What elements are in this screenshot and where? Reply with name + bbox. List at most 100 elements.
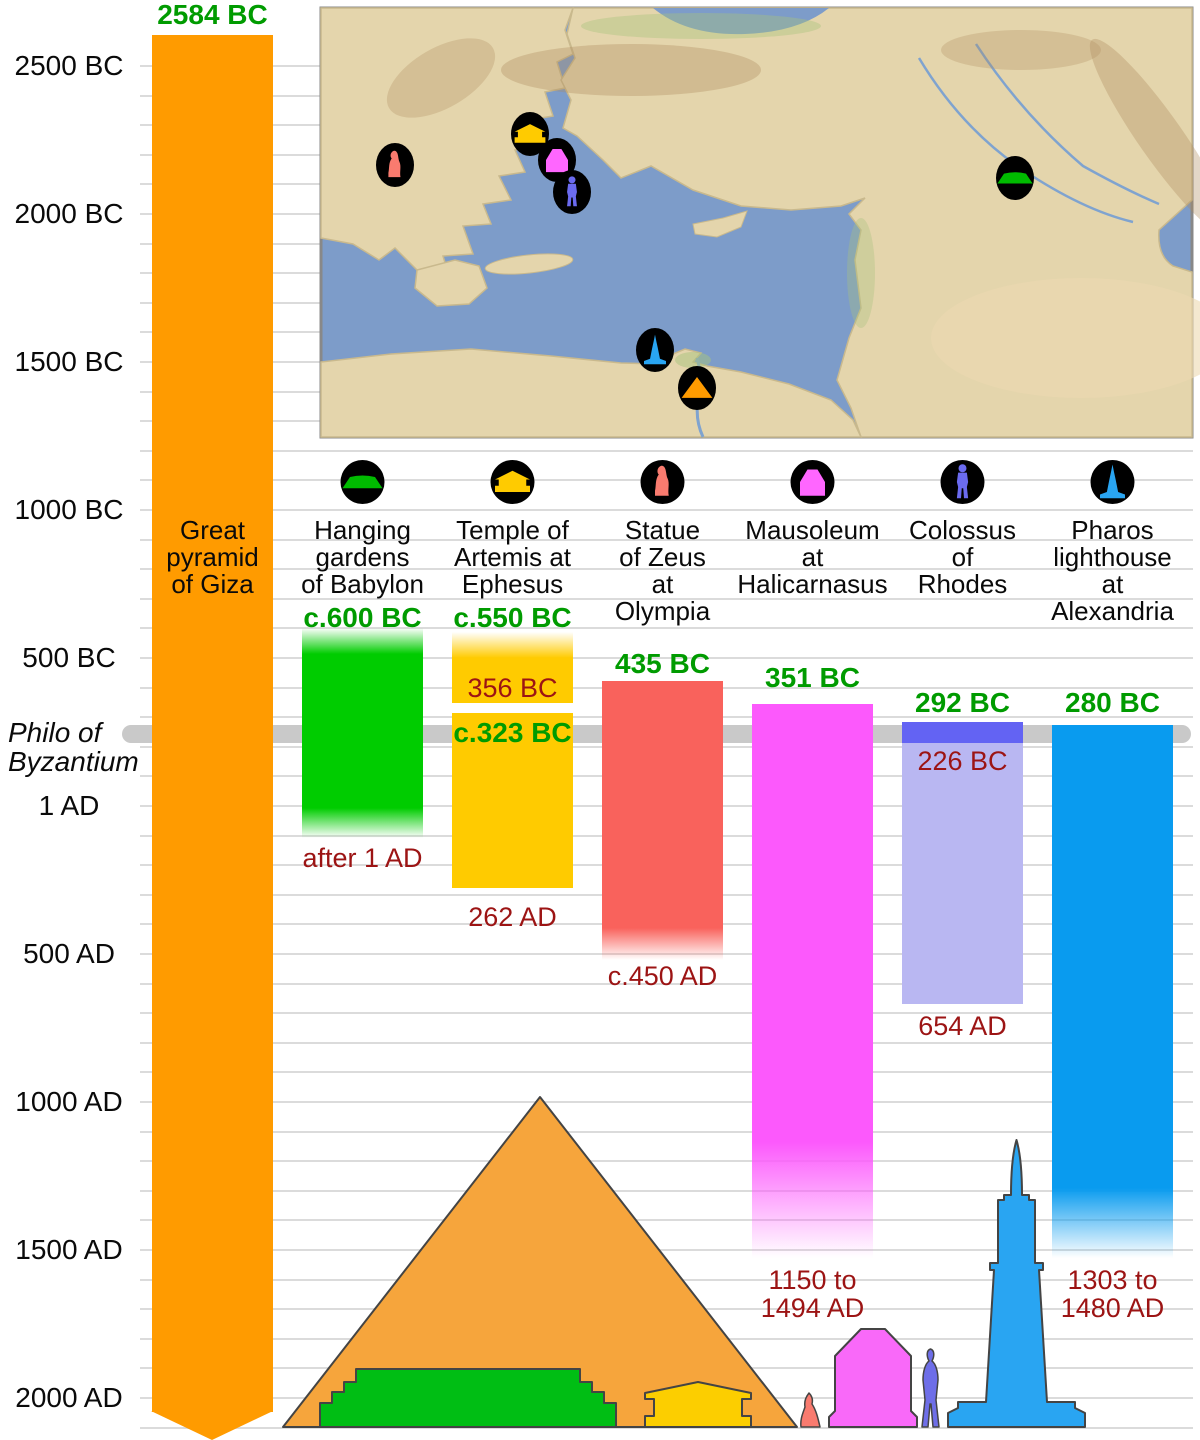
wonder-name-colossus-line0: Colossus	[909, 515, 1016, 545]
map-marker-lighthouse-icon	[636, 328, 674, 372]
gridline-800	[140, 1042, 1193, 1044]
philo-label-line2: Byzantium	[8, 746, 139, 777]
gridline--1000	[140, 509, 1193, 511]
axis-tick-500-BC: 500 BC	[22, 642, 116, 673]
zeus-statue-icon	[640, 460, 685, 504]
gridline--500	[140, 657, 1193, 659]
wonder-name-zeus-line0: Statue	[624, 515, 701, 545]
wonder-name-mausoleum-line2: Halicarnasus	[737, 569, 888, 599]
philo-label-line1: Philo of	[8, 717, 102, 748]
end-date-label-pharos-1: 1480 AD	[1060, 1293, 1165, 1323]
map-marker-colossus-icon	[553, 170, 591, 214]
axis-tick-1000-AD: 1000 AD	[15, 1086, 123, 1117]
wonder-name-giza-line0: Great	[179, 515, 246, 545]
gridline-600	[140, 983, 1193, 985]
map-marker-gardens-icon	[996, 156, 1034, 200]
gridline--600	[140, 627, 1193, 629]
map-land-greece	[320, 7, 575, 277]
gridline-900	[140, 1071, 1193, 1073]
start-date-label-zeus: 435 BC	[615, 648, 710, 679]
wonder-name-pharos-line0: Pharos	[1071, 515, 1154, 545]
timeline-bar-giza-seg0	[152, 35, 273, 1412]
timeline-bar-pharos-seg0	[1052, 725, 1173, 1258]
end-date-label-mausoleum-0: 1150 to	[768, 1265, 857, 1295]
timeline-bar-zeus-seg0	[602, 681, 723, 960]
colossus-silhouette	[921, 1348, 940, 1428]
start-date-label-giza: 2584 BC	[157, 0, 268, 30]
wonder-name-artemis-line0: Temple of	[456, 515, 569, 545]
wonder-name-giza-line1: pyramid	[166, 542, 259, 572]
start-date-label-artemis: c.550 BC	[453, 602, 572, 633]
map-marker-zeus-statue-icon	[376, 143, 414, 187]
mausoleum-icon	[790, 460, 835, 504]
wonder-name-colossus-line1: of	[951, 542, 974, 572]
start-date-label-mausoleum: 351 BC	[765, 662, 860, 693]
wonder-name-giza-line2: of Giza	[171, 569, 254, 599]
wonder-name-pharos-line3: Alexandria	[1051, 596, 1174, 626]
gridline--800	[140, 568, 1193, 570]
timeline-bar-artemis-seg0	[452, 632, 573, 703]
wonder-name-mausoleum-line1: at	[801, 542, 824, 572]
start-date-label-colossus: 292 BC	[915, 687, 1010, 718]
gridline-1300	[140, 1190, 1193, 1192]
gridline-1100	[140, 1131, 1193, 1133]
gridline--900	[140, 539, 1193, 541]
map-marker-temple-icon	[511, 112, 549, 156]
wonder-name-babylon-line1: gardens	[315, 542, 410, 572]
pharos-lighthouse-silhouette	[947, 1139, 1086, 1428]
end-date-label-pharos-0: 1303 to	[1067, 1265, 1158, 1295]
timeline-bar-colossus-seg0	[902, 722, 1023, 743]
axis-tick-2000-AD: 2000 AD	[15, 1382, 123, 1413]
inner-date-label-colossus-0: 226 BC	[917, 746, 1008, 776]
wonder-name-artemis-line2: Ephesus	[461, 569, 564, 599]
timeline-bar-giza-present-arrow	[151, 1411, 273, 1440]
start-date-label-babylon: c.600 BC	[303, 602, 422, 633]
timeline-bar-babylon-seg0	[302, 628, 423, 838]
colossus-icon	[940, 460, 985, 504]
timeline-bar-colossus-seg1	[902, 743, 1023, 1004]
mausoleum-silhouette	[828, 1328, 918, 1428]
gridline-1000	[140, 1101, 1193, 1103]
gridline-1400	[140, 1219, 1193, 1221]
wonder-name-mausoleum-line0: Mausoleum	[745, 515, 880, 545]
axis-tick-1500-BC: 1500 BC	[14, 346, 124, 377]
wonder-name-babylon-line0: Hanging	[314, 515, 411, 545]
wonder-name-zeus-line2: at	[651, 569, 674, 599]
map-land-egypt	[320, 348, 863, 438]
inner-date-label-artemis-0: 356 BC	[467, 673, 558, 703]
axis-tick-1000-BC: 1000 BC	[14, 494, 124, 525]
inner-date-label-artemis-1: c.323 BC	[453, 717, 572, 748]
wonder-name-pharos-line1: lighthouse	[1053, 542, 1172, 572]
statue-of-zeus-silhouette	[800, 1392, 821, 1428]
end-date-label-zeus-0: c.450 AD	[607, 961, 718, 991]
end-date-label-artemis-0: 262 AD	[468, 902, 557, 932]
timeline-bar-artemis-seg1	[452, 713, 573, 888]
axis-tick-1500-AD: 1500 AD	[15, 1234, 123, 1265]
gardens-icon	[340, 460, 385, 504]
end-date-label-colossus-0: 654 AD	[918, 1011, 1007, 1041]
temple-of-artemis-silhouette	[644, 1381, 752, 1428]
temple-icon	[490, 460, 535, 504]
axis-tick-2500-BC: 2500 BC	[14, 50, 124, 81]
gridline-1200	[140, 1160, 1193, 1162]
end-date-label-babylon-0: after 1 AD	[302, 843, 423, 873]
start-date-label-pharos: 280 BC	[1065, 687, 1160, 718]
gridline--700	[140, 598, 1193, 600]
axis-tick-1-AD: 1 AD	[38, 790, 100, 821]
lighthouse-icon	[1090, 460, 1135, 504]
end-date-label-mausoleum-1: 1494 AD	[760, 1293, 865, 1323]
wonder-name-pharos-line2: at	[1101, 569, 1124, 599]
axis-tick-500-AD: 500 AD	[23, 938, 115, 969]
philo-of-byzantium-label: Philo of Byzantium	[8, 718, 198, 776]
wonder-name-zeus-line3: Olympia	[614, 596, 711, 626]
wonder-name-artemis-line1: Artemis at	[453, 542, 572, 572]
gridline-1500	[140, 1249, 1193, 1251]
location-map	[319, 6, 1200, 439]
wonder-name-colossus-line2: Rhodes	[917, 569, 1008, 599]
axis-tick-2000-BC: 2000 BC	[14, 198, 124, 229]
wonder-name-zeus-line1: of Zeus	[619, 542, 706, 572]
timeline-bar-mausoleum-seg0	[752, 704, 873, 1258]
hanging-gardens-silhouette	[319, 1368, 617, 1428]
